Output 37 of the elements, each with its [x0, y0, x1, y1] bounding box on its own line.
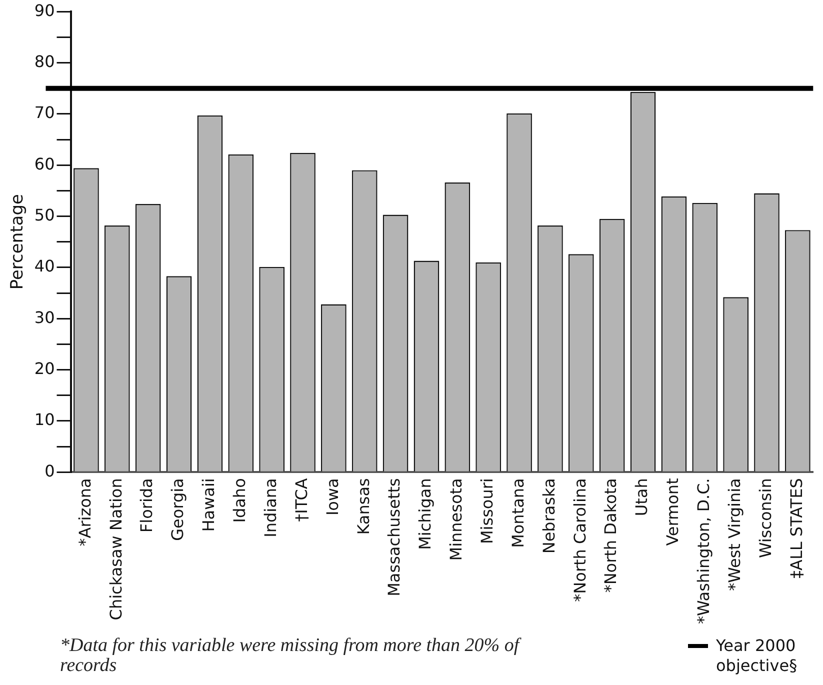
- x-tick-label: Iowa: [322, 478, 342, 516]
- x-tick-label: Idaho: [230, 478, 250, 523]
- x-tick-label: ‡ALL STATES: [786, 478, 806, 578]
- x-tick-label: *Washington, D.C.: [694, 478, 714, 624]
- x-tick-label: Nebraska: [539, 478, 558, 554]
- x-tick-label: Florida: [137, 478, 156, 533]
- x-tick-label: †ITCA: [292, 478, 311, 522]
- y-tick-label: 60: [34, 154, 55, 174]
- x-tick-label: Hawaii: [199, 478, 218, 532]
- x-tick-label: *North Dakota: [601, 478, 620, 593]
- x-tick-label: Montana: [508, 478, 528, 548]
- legend-label: Year 2000 objective§: [716, 636, 798, 676]
- x-tick-label: Minnesota: [446, 478, 466, 561]
- x-tick-label: *Arizona: [75, 478, 94, 546]
- x-tick-label: *North Carolina: [570, 478, 590, 602]
- x-tick-label: *West Virginia: [724, 478, 744, 591]
- text: *Data for this variable were missing from more than 20% of records: [60, 635, 522, 676]
- x-tick-label: Wisconsin: [756, 478, 775, 558]
- x-tick-label: Michigan: [416, 478, 435, 550]
- x-tick-label: Chickasaw Nation: [106, 478, 126, 620]
- y-tick-label: 0: [44, 461, 55, 480]
- y-tick-label: 10: [34, 410, 55, 430]
- y-axis-title: Percentage: [8, 194, 28, 290]
- x-tick-label: Missouri: [478, 478, 497, 544]
- x-tick-label: Vermont: [663, 478, 682, 546]
- y-tick-label: 50: [34, 205, 55, 224]
- x-tick-label: Massachusetts: [384, 478, 404, 596]
- x-tick-label: Indiana: [260, 478, 280, 538]
- y-tick-label: 30: [34, 308, 55, 327]
- x-tick-label: Georgia: [168, 478, 188, 541]
- x-tick-label: Utah: [632, 478, 652, 516]
- y-tick-label: 80: [34, 52, 55, 71]
- y-tick-label: 70: [34, 103, 55, 122]
- y-tick-label: 20: [34, 358, 55, 378]
- x-tick-label: Kansas: [354, 478, 373, 535]
- y-tick-label: 40: [34, 256, 55, 276]
- y-tick-label: 90: [34, 0, 55, 20]
